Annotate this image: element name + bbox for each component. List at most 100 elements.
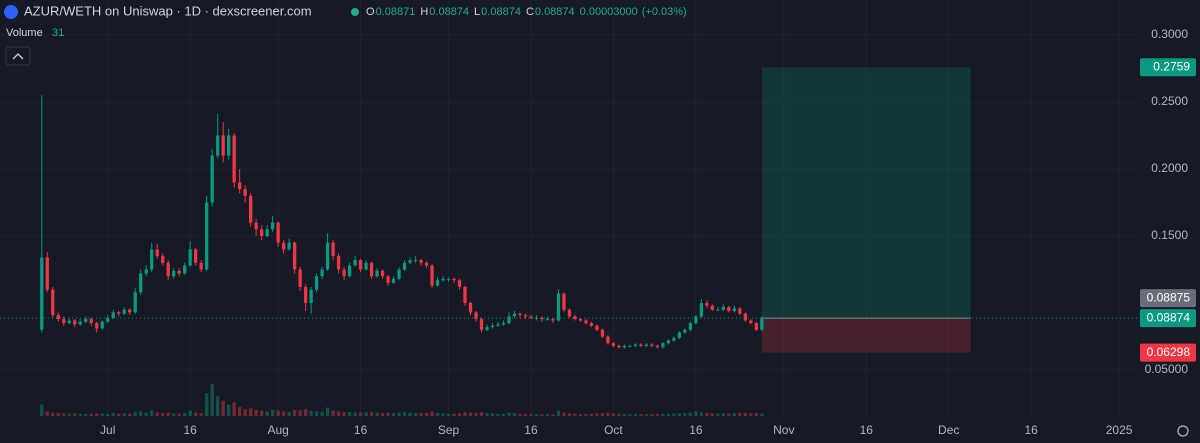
candle-body <box>628 345 632 347</box>
volume-bar <box>738 412 742 416</box>
candle-body <box>523 315 528 317</box>
volume-bar <box>699 412 704 416</box>
candle-body <box>501 323 506 325</box>
candle-body <box>413 260 418 262</box>
candle-body <box>589 323 594 326</box>
chart-title: AZUR/WETH on Uniswap · 1D · dexscreener.… <box>24 3 312 18</box>
candle-body <box>166 262 170 277</box>
candle-body <box>441 278 445 281</box>
volume-bar <box>122 413 126 416</box>
candle-body <box>584 320 588 324</box>
candle-body <box>276 222 280 243</box>
candle-body <box>600 329 605 337</box>
candle-body <box>336 256 341 270</box>
candle-body <box>358 260 363 270</box>
price-label: 0.2759 <box>1153 59 1190 73</box>
candle-body <box>721 307 726 310</box>
candle-body <box>347 265 352 277</box>
candle-body <box>435 280 440 286</box>
candle-body <box>479 319 484 330</box>
candle-body <box>540 317 544 320</box>
volume-bar <box>573 413 577 416</box>
candle-body <box>633 344 638 346</box>
candle-body <box>314 276 319 290</box>
candle-body <box>199 262 203 270</box>
candle-body <box>672 337 676 341</box>
volume-bar <box>705 412 709 416</box>
candle-body <box>424 262 429 266</box>
candle-body <box>496 324 500 326</box>
volume-bar <box>259 410 264 416</box>
candle-body <box>452 278 456 281</box>
grid <box>0 0 1140 420</box>
volume-bar <box>413 412 418 416</box>
volume-bar <box>749 413 753 416</box>
volume-bar <box>358 412 363 416</box>
candle-body <box>738 308 742 314</box>
candle-body <box>133 292 137 313</box>
volume-bar <box>325 407 330 416</box>
settings-icon[interactable] <box>1177 425 1189 437</box>
candle-body <box>562 293 566 310</box>
x-tick-label: 2025 <box>1106 423 1133 437</box>
volume-bar <box>721 413 726 416</box>
volume-bar <box>540 414 544 416</box>
candle-body <box>556 293 561 321</box>
candle-body <box>463 286 467 304</box>
candle-body <box>369 262 374 277</box>
volume-value: 31 <box>52 27 64 39</box>
volume-bar <box>342 412 346 416</box>
candle-body <box>265 229 269 236</box>
candle-body <box>644 344 649 346</box>
position-tool[interactable] <box>761 67 971 353</box>
candle-body <box>111 312 115 318</box>
candle-body <box>353 260 357 266</box>
volume-bar <box>45 411 49 416</box>
volume-bar <box>567 413 572 416</box>
collapse-button[interactable] <box>5 46 31 66</box>
volume-bar <box>430 411 434 416</box>
volume-bar <box>67 413 71 416</box>
candle-body <box>688 323 693 330</box>
volume-bar <box>606 412 610 416</box>
candle-body <box>150 249 154 270</box>
candle-body <box>254 222 258 230</box>
volume-bar <box>254 409 258 416</box>
volume-bar <box>545 414 550 416</box>
volume-bar <box>710 413 715 416</box>
candle-body <box>342 269 346 277</box>
volume-bar <box>732 413 736 416</box>
volume-bar <box>199 412 203 416</box>
candle-body <box>732 308 736 312</box>
candle-body <box>606 336 610 344</box>
candle-body <box>490 325 495 328</box>
volume-bar <box>100 413 104 416</box>
x-tick-label: 16 <box>1024 423 1038 437</box>
candle-body <box>512 313 517 317</box>
volume-bar <box>364 412 368 416</box>
candle-body <box>281 242 286 250</box>
volume-bar <box>441 413 445 416</box>
volume-bar <box>336 411 341 416</box>
volume-bar <box>216 396 220 416</box>
candle-body <box>232 135 236 183</box>
candle-body <box>259 229 264 236</box>
volume-bar <box>683 412 687 416</box>
volume-bar <box>248 408 253 416</box>
volume-bar <box>238 406 242 416</box>
volume-bar <box>655 414 660 416</box>
candle-body <box>754 323 758 330</box>
volume-bar <box>386 412 390 416</box>
candle-body <box>391 278 396 283</box>
price-label: 0.06298 <box>1147 345 1191 359</box>
volume-bar <box>309 410 313 416</box>
candle-body <box>683 329 687 333</box>
candle-body <box>172 270 176 277</box>
candle-body <box>270 222 275 230</box>
volume-bar <box>243 409 247 416</box>
volume-bar <box>347 411 352 416</box>
x-tick-label: 16 <box>860 423 874 437</box>
volume-bar <box>314 411 319 416</box>
ohlc-legend: O 0.08871 H 0.08874 L 0.08874 C 0.08874 0.000030… <box>366 6 687 18</box>
